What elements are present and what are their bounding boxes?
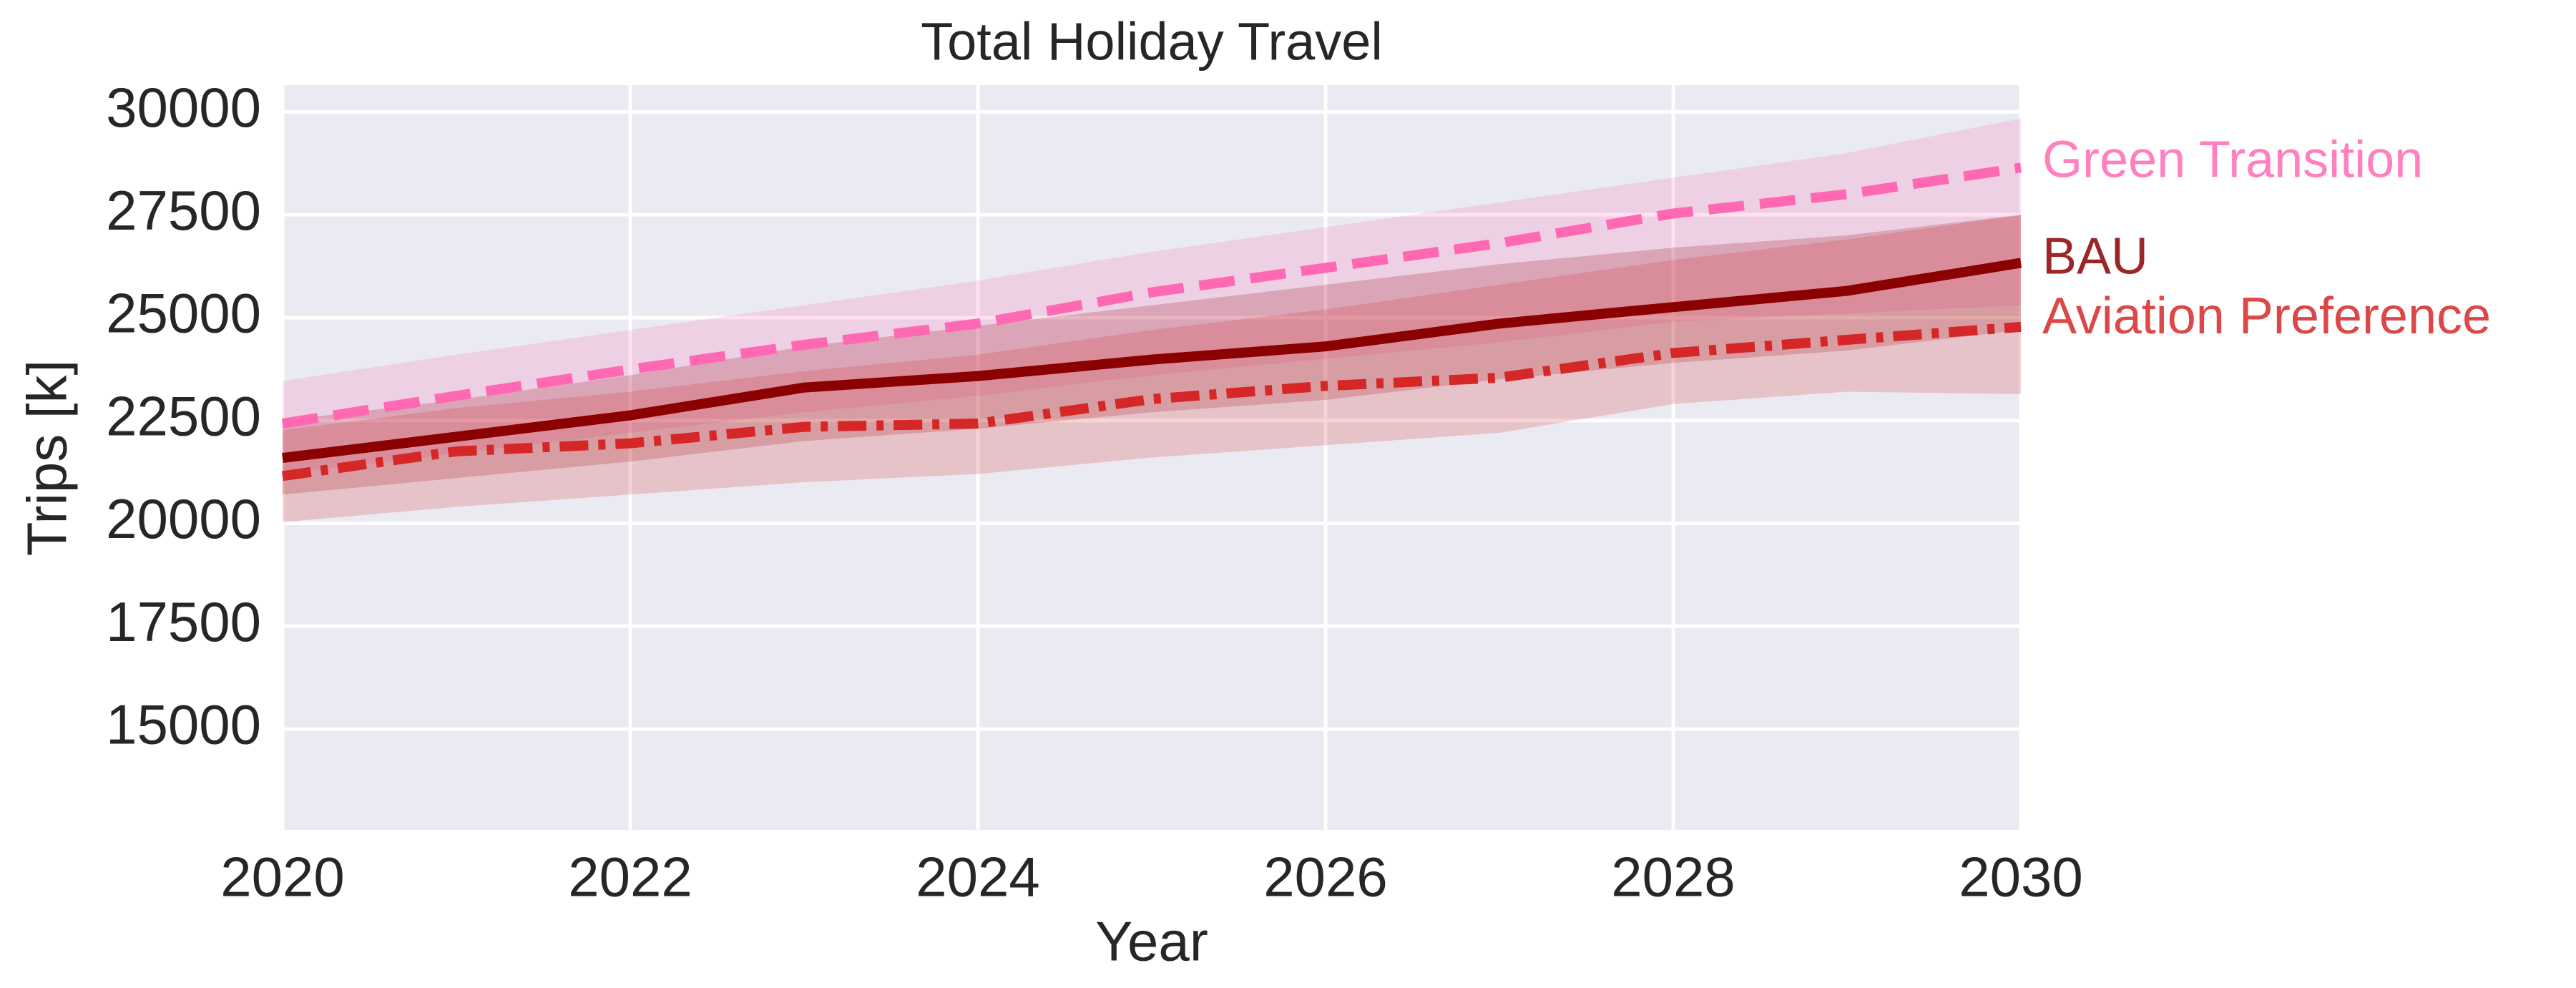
x-tick-label: 2024 [916,846,1040,909]
y-tick-label: 20000 [106,487,261,550]
series-line [281,162,2022,429]
chart-title: Total Holiday Travel [921,12,1383,72]
series-label: Green Transition [2042,131,2423,188]
series-line [282,258,2022,464]
y-tick-label: 27500 [106,179,261,242]
y-axis-label: Trips [k] [16,360,79,556]
x-tick-label: 2030 [1959,846,2083,909]
x-tick-label: 2028 [1611,846,1735,909]
y-tick-label: 30000 [106,76,261,139]
y-tick-label: 15000 [106,693,261,756]
series-line [282,321,2022,481]
x-tick-label: 2022 [568,846,692,909]
y-tick-label: 17500 [106,590,261,653]
x-tick-label: 2020 [220,846,345,909]
series-label: Aviation Preference [2042,288,2491,345]
x-axis-label: Year [1095,910,1208,973]
y-tick-label: 22500 [106,384,261,447]
series-label: BAU [2042,228,2148,285]
x-tick-label: 2026 [1263,846,1388,909]
confidence-band [283,215,2021,522]
y-tick-label: 25000 [106,282,261,345]
